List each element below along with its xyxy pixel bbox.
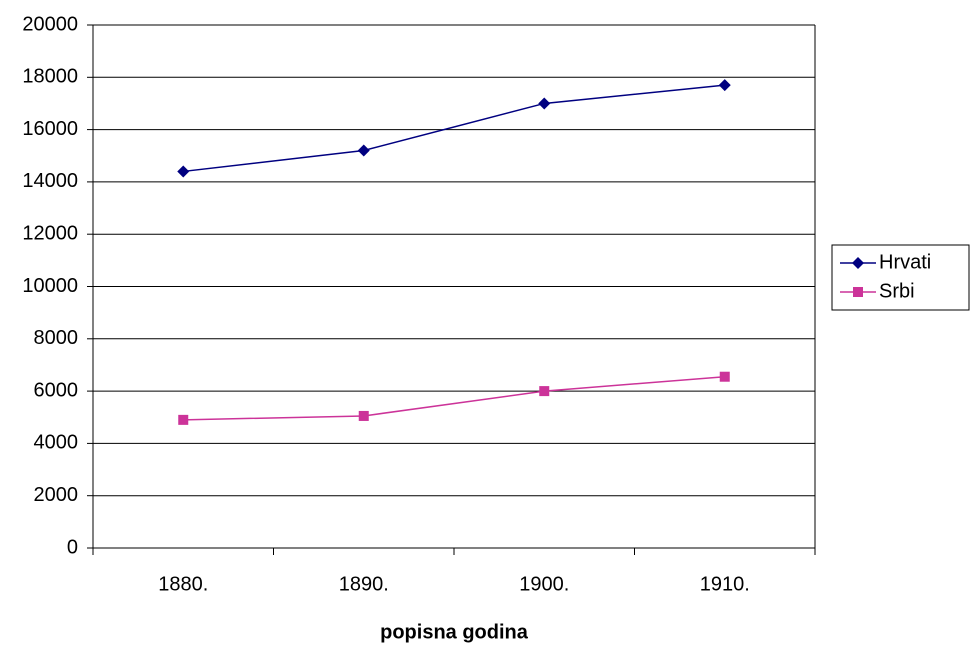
x-tick-label: 1890. <box>339 573 389 595</box>
data-point <box>358 410 369 421</box>
legend-marker <box>853 287 863 297</box>
data-point <box>719 371 730 382</box>
y-tick-label: 0 <box>67 536 78 558</box>
legend-label: Hrvati <box>879 251 931 273</box>
data-point <box>539 386 550 397</box>
y-tick-label: 10000 <box>22 275 78 297</box>
x-axis-title: popisna godina <box>380 621 529 643</box>
legend-marker <box>852 257 864 269</box>
x-tick-label: 1910. <box>700 573 750 595</box>
y-tick-label: 16000 <box>22 118 78 140</box>
data-point <box>718 79 731 92</box>
x-tick-label: 1900. <box>519 573 569 595</box>
y-tick-label: 18000 <box>22 66 78 88</box>
x-tick-label: 1880. <box>158 573 208 595</box>
y-tick-label: 2000 <box>34 484 79 506</box>
y-tick-label: 20000 <box>22 13 78 35</box>
series-line <box>183 375 725 421</box>
data-point <box>178 414 189 425</box>
y-tick-label: 14000 <box>22 170 78 192</box>
y-tick-label: 4000 <box>34 432 79 454</box>
data-point <box>538 97 551 110</box>
series-line <box>183 84 725 173</box>
y-tick-label: 12000 <box>22 222 78 244</box>
y-tick-label: 8000 <box>34 327 79 349</box>
legend-label: Srbi <box>879 280 915 302</box>
legend-box <box>831 244 970 311</box>
data-point <box>357 144 370 157</box>
data-point <box>177 165 190 178</box>
y-tick-label: 6000 <box>34 379 79 401</box>
